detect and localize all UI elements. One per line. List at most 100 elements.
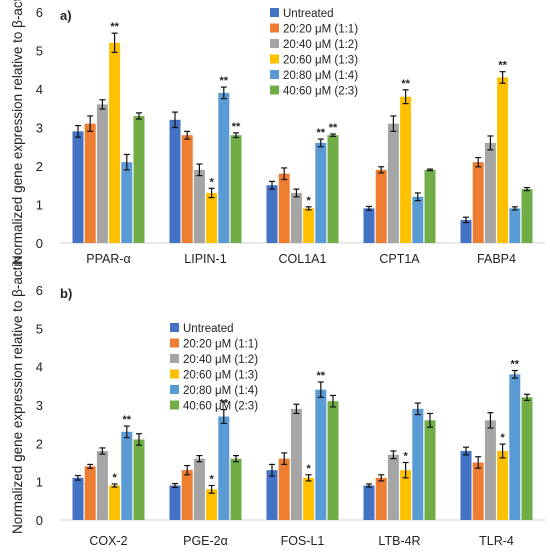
bar: [230, 458, 242, 520]
bar: [303, 477, 315, 520]
y-tick-label: 3: [36, 121, 43, 136]
panel-a-ylabel: Normalized gene expression relative to β…: [10, 0, 25, 265]
category-label: LTB-4R: [378, 534, 420, 548]
bar: [109, 42, 121, 243]
legend-swatch: [170, 385, 179, 394]
legend-swatch: [270, 54, 279, 64]
y-tick-label: 1: [36, 198, 43, 213]
bar: [400, 96, 412, 243]
bar: [218, 92, 230, 243]
significance-marker: **: [498, 60, 507, 72]
bar: [181, 135, 193, 243]
legend-swatch: [270, 39, 279, 48]
bar: [363, 485, 375, 520]
bar: [484, 420, 496, 520]
category-label: PPAR-α: [86, 252, 131, 266]
significance-marker: **: [329, 122, 338, 134]
bar: [460, 219, 472, 243]
panel-a-legend: Untreated 20:20 μM (1:1) 20:40 μM (1:2) 20:…: [270, 8, 358, 98]
legend-swatch: [270, 8, 279, 17]
bar: [218, 416, 230, 520]
panel-a: a) Normalized gene expression relative t…: [10, 0, 545, 266]
category-label: COX-2: [89, 534, 127, 548]
significance-marker: **: [123, 414, 132, 426]
legend-label: Untreated: [183, 323, 234, 335]
bar: [290, 408, 302, 520]
bar: [387, 454, 399, 520]
legend-label: 20:40 μM (1:2): [183, 354, 258, 366]
significance-marker: **: [220, 398, 229, 410]
bar: [121, 162, 133, 243]
significance-marker: *: [306, 195, 311, 207]
bar: [121, 431, 133, 520]
bar: [424, 420, 436, 520]
bar: [387, 123, 399, 243]
y-tick-label: 6: [36, 283, 43, 298]
bar: [509, 208, 521, 243]
legend-label: 20:20 μM (1:1): [283, 24, 358, 36]
panel-b: b) Normalized gene expression relative t…: [10, 256, 545, 548]
bar: [278, 173, 290, 243]
category-label: FOS-L1: [281, 534, 325, 548]
significance-marker: *: [112, 472, 117, 484]
significance-marker: *: [306, 463, 311, 475]
bar: [497, 77, 509, 243]
bar: [72, 477, 84, 520]
bar: [363, 208, 375, 243]
bar: [230, 135, 242, 243]
panel-b-label: b): [60, 286, 72, 301]
panel-b-ylabel: Normalized gene expression relative to β…: [10, 256, 25, 534]
bar: [278, 458, 290, 520]
significance-marker: *: [403, 451, 408, 463]
significance-marker: **: [220, 75, 229, 87]
bar: [327, 135, 339, 243]
y-tick-label: 1: [36, 475, 43, 490]
legend-swatch: [170, 323, 179, 332]
category-label: LIPIN-1: [184, 252, 226, 266]
bar: [375, 169, 387, 243]
significance-marker: **: [317, 127, 326, 139]
y-tick-label: 5: [36, 44, 43, 59]
bar: [266, 185, 278, 243]
bar: [327, 401, 339, 520]
significance-marker: **: [511, 359, 520, 371]
bar: [412, 196, 424, 243]
legend-label: 40:60 μM (2:3): [283, 86, 358, 98]
significance-marker: **: [232, 121, 241, 133]
bar: [315, 389, 327, 520]
bar: [181, 470, 193, 520]
y-tick-label: 3: [36, 398, 43, 413]
legend-label: 40:60 μM (2:3): [183, 401, 258, 413]
category-label: CPT1A: [379, 252, 420, 266]
bar: [412, 408, 424, 520]
category-label: PGE-2α: [183, 534, 228, 548]
significance-marker: *: [209, 176, 214, 188]
bar: [375, 477, 387, 520]
bar: [303, 208, 315, 243]
y-tick-label: 4: [36, 360, 43, 375]
bar: [96, 451, 108, 520]
y-tick-label: 5: [36, 321, 43, 336]
significance-marker: **: [401, 78, 410, 90]
bar: [472, 462, 484, 520]
bar: [84, 123, 96, 243]
legend-swatch: [170, 338, 179, 348]
bar: [193, 458, 205, 520]
y-tick-label: 2: [36, 436, 43, 451]
y-tick-label: 0: [36, 236, 43, 251]
bar: [109, 485, 121, 520]
bar: [290, 192, 302, 243]
bar: [266, 470, 278, 520]
bar: [133, 439, 145, 520]
significance-marker: *: [209, 474, 214, 486]
legend-swatch: [170, 400, 179, 410]
legend-swatch: [170, 369, 179, 379]
legend-label: Untreated: [283, 8, 334, 20]
legend-label: 20:60 μM (1:3): [283, 55, 358, 67]
significance-marker: *: [500, 432, 505, 444]
category-label: COL1A1: [279, 252, 327, 266]
bar: [484, 142, 496, 243]
bar: [521, 397, 533, 520]
